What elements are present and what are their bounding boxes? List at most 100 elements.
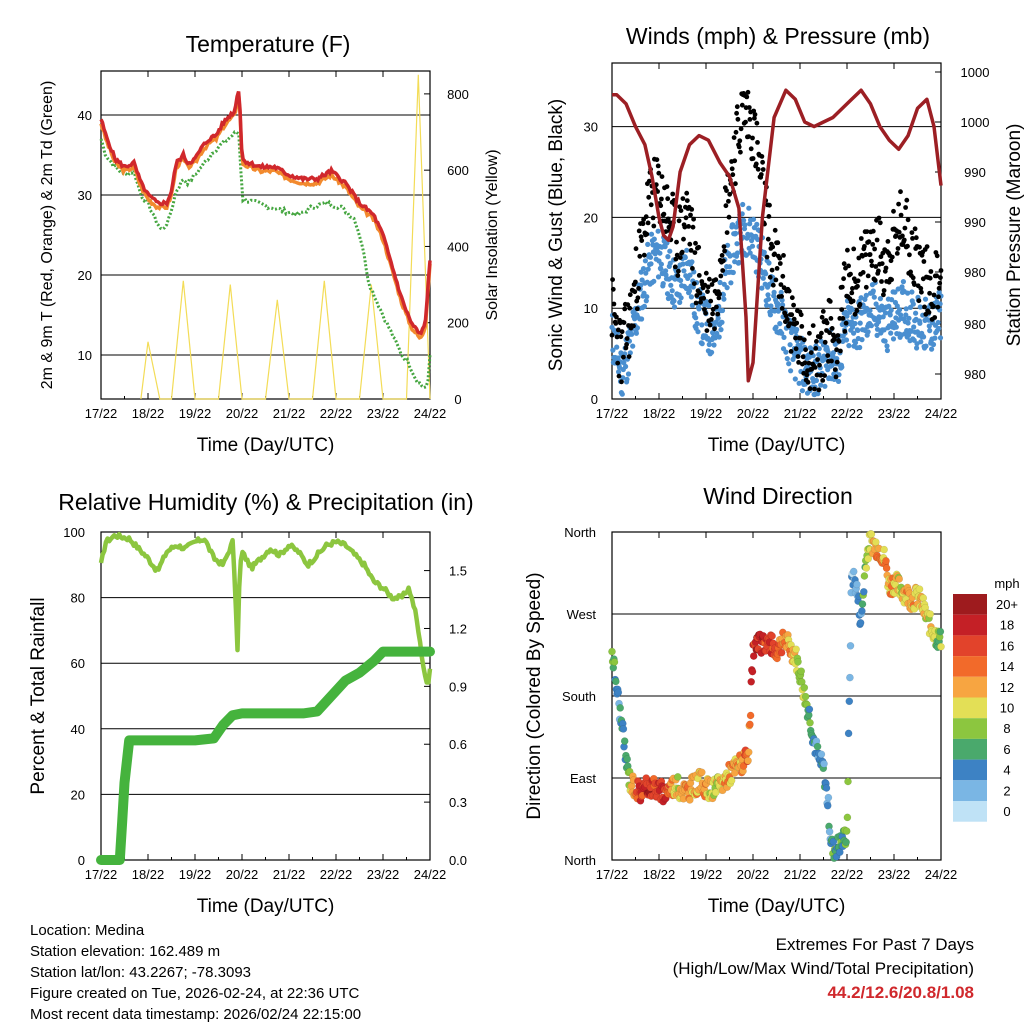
gust-point: [744, 94, 750, 100]
gust-point: [793, 335, 798, 341]
gust-point: [800, 354, 806, 360]
wind-point: [835, 378, 842, 384]
wind-point: [706, 341, 712, 348]
wind-point: [895, 286, 901, 292]
temp-xlabel: Time (Day/UTC): [197, 435, 335, 456]
wind-point: [857, 320, 863, 326]
gust-point: [841, 261, 847, 267]
direction-point: [862, 564, 871, 572]
wind-point: [910, 301, 916, 307]
gust-point: [611, 301, 617, 307]
gust-point: [684, 190, 690, 196]
wind-point: [620, 375, 626, 381]
gust-point: [753, 161, 759, 167]
wind-point: [634, 325, 641, 331]
wind-point: [771, 289, 777, 295]
gust-point: [614, 314, 619, 320]
gust-point: [710, 311, 715, 317]
wind-point: [742, 222, 748, 228]
gust-point: [765, 236, 771, 242]
wind-point: [874, 332, 880, 338]
wind-point: [765, 292, 771, 298]
precip-series: [96, 646, 435, 865]
gust-point: [696, 244, 702, 250]
wind-point: [862, 296, 868, 302]
temp-y2tick-label: 600: [447, 163, 469, 178]
gust-point: [876, 215, 882, 221]
gust-point: [878, 254, 884, 260]
wind-point: [859, 337, 865, 343]
gust-point: [815, 357, 820, 362]
wind-point: [610, 347, 616, 353]
gust-point: [636, 286, 641, 291]
wind-point: [643, 270, 649, 276]
rh-y2tick-label: 0.6: [449, 737, 467, 752]
direction-point: [858, 607, 866, 615]
wind-point: [699, 341, 705, 347]
colorbar-swatch: [953, 635, 987, 657]
gust-point: [880, 250, 886, 256]
wind-point: [763, 271, 769, 277]
wind-point: [655, 228, 661, 234]
gust-point: [618, 334, 624, 340]
gust-point: [881, 288, 887, 293]
gust-point: [758, 172, 764, 177]
wind-point: [719, 307, 726, 314]
gust-point: [705, 289, 710, 294]
wind-y2tick-label: 980: [964, 265, 986, 280]
gust-point: [680, 196, 686, 202]
gust-point: [843, 320, 849, 326]
gust-point: [646, 194, 652, 200]
gust-point: [673, 256, 679, 262]
gust-point: [651, 223, 657, 229]
wind-point: [779, 330, 785, 336]
wind-point: [868, 323, 875, 329]
gust-point: [723, 203, 729, 209]
wind-point: [693, 315, 699, 321]
gust-point: [678, 208, 684, 214]
wind-point: [855, 327, 861, 333]
gust-point: [900, 233, 905, 239]
direction-point: [616, 704, 625, 712]
wind-point: [668, 282, 674, 288]
wind-point: [669, 288, 675, 294]
wind-point: [650, 242, 656, 248]
gust-point: [780, 273, 786, 279]
wind-point: [829, 362, 835, 368]
wind-point: [694, 321, 700, 327]
wind-point: [689, 259, 695, 265]
wind-point: [772, 308, 778, 314]
wind-point: [684, 247, 690, 253]
wind-point: [699, 322, 705, 328]
gust-point: [896, 201, 901, 207]
wind-point: [929, 346, 935, 352]
wind-point: [930, 341, 937, 348]
gust-point: [613, 321, 619, 326]
gust-point: [869, 263, 875, 268]
gust-point: [724, 188, 729, 194]
gust-point: [883, 265, 889, 271]
wind-title: Winds (mph) & Pressure (mb): [626, 23, 930, 49]
direction-point: [801, 692, 810, 701]
gust-point: [784, 317, 790, 322]
wind-point: [767, 312, 774, 318]
wind-point: [839, 364, 845, 370]
gust-point: [679, 249, 685, 255]
wind-point: [914, 345, 920, 351]
rh-series: [98, 531, 433, 685]
gust-point: [908, 269, 913, 275]
gust-point: [777, 255, 783, 261]
gust-point: [846, 263, 851, 269]
wind-point: [886, 303, 892, 309]
gust-point: [654, 157, 660, 163]
wind-point: [922, 296, 929, 302]
gust-point: [865, 273, 871, 279]
gust-point: [713, 277, 719, 283]
gust-point: [879, 261, 885, 266]
gust-point: [731, 135, 737, 141]
gust-point: [770, 282, 776, 288]
gust-point: [726, 214, 732, 220]
gust-point: [905, 217, 911, 223]
wind-point: [688, 294, 695, 300]
data-timestamp: Most recent data timestamp: 2026/02/24 2…: [30, 1006, 362, 1023]
